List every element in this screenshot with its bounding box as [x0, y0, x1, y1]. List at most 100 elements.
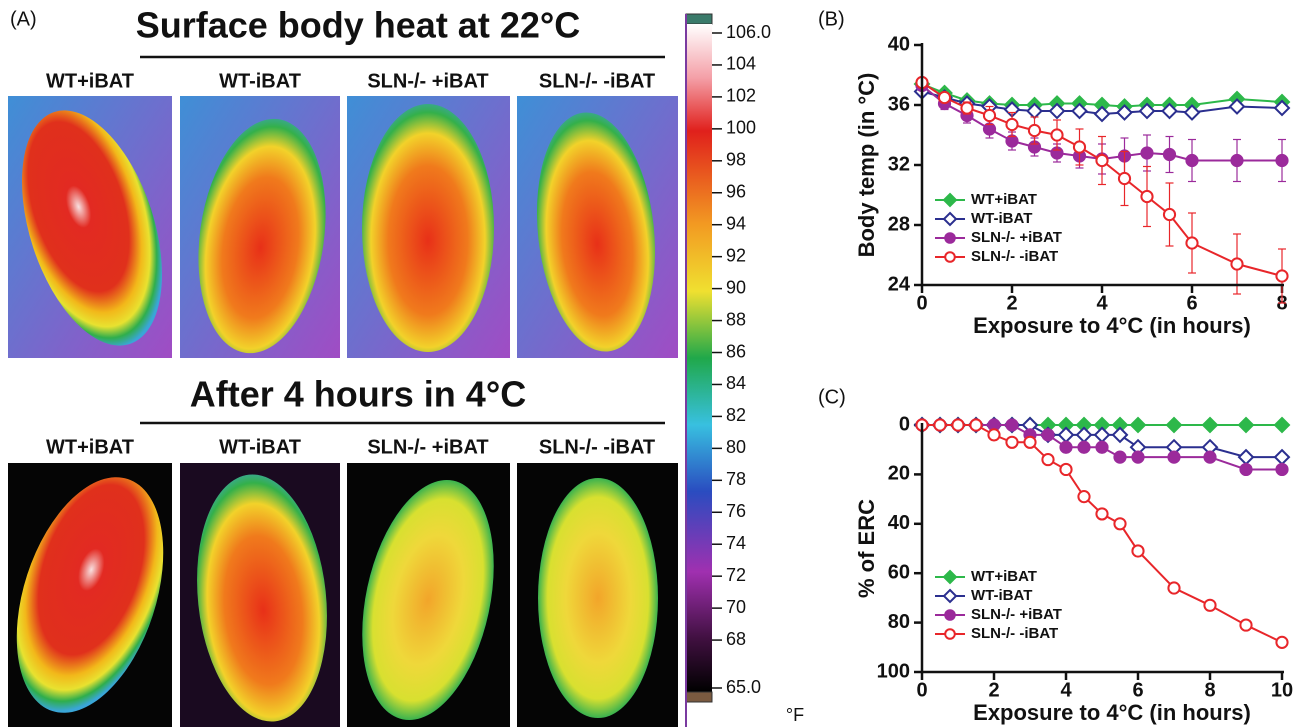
marker: [1005, 117, 1019, 132]
y-tick-label: 40: [888, 512, 910, 534]
y-tick-label: 32: [888, 153, 910, 175]
y-tick-label: 24: [888, 273, 911, 295]
mouse-heat: [538, 478, 658, 718]
x-tick-label: 6: [1186, 292, 1197, 314]
x-axis-label: Exposure to 4°C (in hours): [973, 313, 1251, 338]
x-tick-label: 8: [1204, 679, 1215, 701]
marker: [1023, 435, 1037, 449]
axes: [920, 423, 1284, 674]
y-tick-label: 60: [888, 561, 910, 583]
legend-label: WT-iBAT: [971, 587, 1032, 604]
marker: [1095, 507, 1109, 521]
marker: [1273, 448, 1291, 466]
y-tick-label: 28: [888, 213, 910, 235]
y-tick-label: 100: [877, 660, 910, 682]
marker: [1005, 418, 1019, 432]
marker: [1140, 189, 1154, 204]
legend-marker: [944, 232, 956, 244]
mouse-heat: [362, 479, 494, 721]
x-tick-label: 2: [1006, 292, 1017, 314]
legend-marker: [944, 609, 956, 621]
colorbar-tick-label: 86: [726, 341, 746, 361]
image-label: SLN-/- +iBAT: [367, 436, 488, 458]
colorbar-cap: [685, 13, 713, 25]
marker: [1041, 428, 1055, 442]
mouse-heat: [16, 477, 164, 713]
mouse-heat: [362, 104, 494, 352]
legend-label: WT+iBAT: [971, 191, 1037, 208]
marker: [1131, 544, 1145, 558]
marker: [1273, 416, 1291, 434]
x-axis-label: Exposure to 4°C (in hours): [973, 700, 1251, 725]
marker: [1138, 102, 1156, 120]
colorbar-tick-label: 65.0: [726, 677, 761, 697]
colorbar-tick-label: 84: [726, 373, 746, 393]
y-tick-label: 40: [888, 33, 910, 55]
colorbar-unit: °F: [786, 705, 804, 725]
marker: [960, 101, 974, 115]
marker: [1095, 440, 1109, 454]
colorbar-tick-label: 104: [726, 54, 756, 74]
marker: [1005, 435, 1019, 449]
colorbar-tick-label: 94: [726, 213, 746, 233]
marker: [1167, 581, 1181, 595]
marker: [1093, 105, 1111, 123]
mouse-heat: [197, 474, 327, 722]
image-label: SLN-/- -iBAT: [539, 70, 655, 92]
y-tick-label: 80: [888, 611, 910, 633]
marker: [1048, 102, 1066, 120]
marker: [1185, 153, 1199, 168]
marker: [1041, 452, 1055, 467]
marker: [1111, 426, 1129, 444]
marker: [1275, 153, 1289, 168]
mouse-heat: [198, 118, 326, 354]
marker: [1239, 618, 1253, 632]
colorbar-cap: [685, 691, 713, 703]
colorbar-tick-label: 72: [726, 565, 746, 585]
marker: [1131, 450, 1145, 464]
colorbar-tick-label: 76: [726, 501, 746, 521]
colorbar-tick-label: 88: [726, 309, 746, 329]
legend-marker: [942, 588, 958, 604]
y-tick-label: 36: [888, 93, 910, 115]
legend-marker: [942, 192, 958, 208]
marker: [1230, 257, 1244, 271]
marker: [1203, 450, 1217, 464]
marker: [969, 418, 983, 432]
marker: [982, 108, 997, 123]
marker: [1059, 440, 1073, 454]
marker: [1129, 416, 1147, 434]
x-tick-label: 2: [988, 679, 999, 701]
colorbar-tick-label: 102: [726, 86, 756, 106]
x-tick-label: 0: [916, 292, 927, 314]
legend-marker: [942, 211, 958, 227]
x-tick-label: 4: [1060, 679, 1072, 701]
marker: [1239, 462, 1253, 477]
colorbar-tick-label: 80: [726, 437, 746, 457]
marker: [1162, 147, 1177, 162]
image-label: SLN-/- +iBAT: [367, 70, 488, 92]
x-tick-label: 0: [916, 679, 927, 701]
marker: [1116, 104, 1133, 121]
legend-label: WT+iBAT: [971, 568, 1037, 585]
mouse-heat: [536, 112, 656, 352]
marker: [1237, 416, 1255, 434]
colorbar-tick-label: 82: [726, 405, 746, 425]
marker: [1161, 102, 1178, 120]
image-label: SLN-/- -iBAT: [539, 436, 655, 458]
colorbar-tick-label: 92: [726, 245, 746, 265]
marker: [937, 90, 952, 105]
marker: [1027, 123, 1042, 138]
colorbar-tick-label: 100: [726, 118, 756, 138]
y-tick-label: 0: [899, 413, 910, 435]
marker: [1050, 128, 1064, 142]
legend-label: SLN-/- -iBAT: [971, 248, 1058, 265]
marker: [1113, 450, 1127, 464]
marker: [1095, 153, 1109, 168]
marker: [1167, 450, 1181, 464]
y-axis-label: % of ERC: [854, 499, 879, 598]
legend-marker: [942, 569, 958, 585]
marker: [1162, 207, 1177, 222]
image-label: WT-iBAT: [219, 436, 301, 458]
marker: [1201, 416, 1219, 434]
